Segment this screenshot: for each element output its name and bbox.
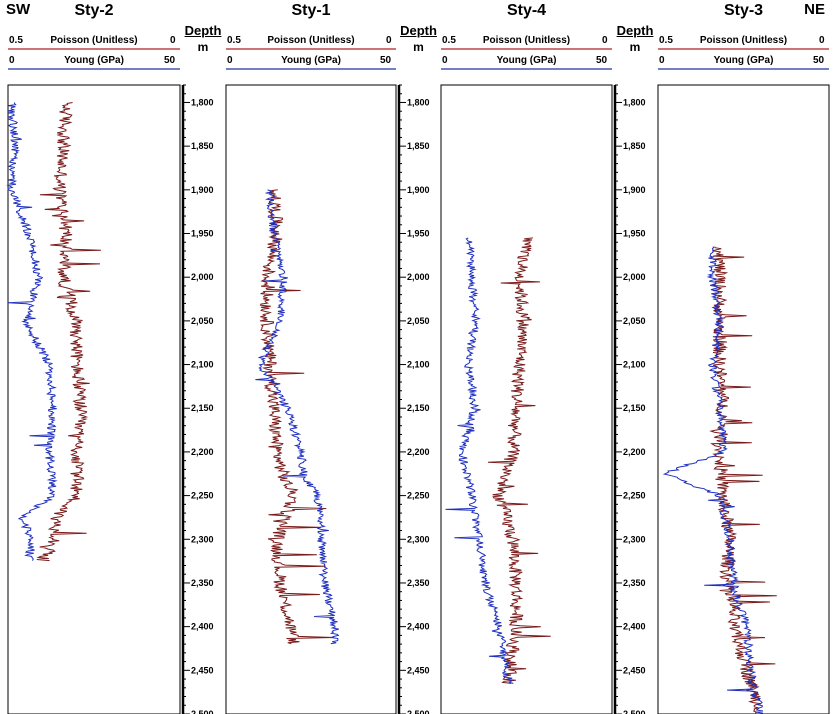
poisson-scale-title-sty-3: Poisson (Unitless) (699, 35, 788, 46)
poisson-scale-title-sty-2: Poisson (Unitless) (50, 35, 138, 46)
depth-tick-label: 1,850 (407, 141, 430, 151)
track-frame-1 (7, 84, 181, 714)
depth-tick-label: 2,500 (623, 709, 646, 714)
poisson-scale-right-sty-4: 0 (602, 35, 608, 46)
depth-tick-label: 2,250 (623, 491, 646, 501)
depth-tick-label: 1,800 (191, 97, 214, 107)
depth-tick-label: 2,400 (407, 622, 430, 632)
depth-tick-label: 1,900 (407, 185, 430, 195)
poisson-scale-title-sty-4: Poisson (Unitless) (482, 35, 571, 46)
depth-tick-label: 2,450 (623, 665, 646, 675)
depth-tick-label: 2,450 (407, 665, 430, 675)
young-scale-right-sty-1: 50 (380, 55, 392, 66)
depth-unit-2: m (413, 40, 424, 54)
depth-tick-label: 2,100 (623, 360, 646, 370)
depth-tick-label: 2,250 (407, 491, 430, 501)
well-title-sty-3: Sty-3 (723, 2, 764, 19)
poisson-curve-sty-1 (255, 189, 340, 645)
depth-title-3: Depth (616, 23, 654, 38)
depth-tick-label: 2,200 (623, 447, 646, 457)
young-scale-left-sty-3: 0 (659, 55, 665, 66)
poisson-curve-sty-4 (445, 237, 514, 684)
depth-tick-label: 2,250 (191, 491, 214, 501)
well-title-sty-2: Sty-2 (74, 2, 114, 19)
poisson-scale-left-sty-3: 0.5 (659, 35, 673, 46)
depth-tick-label: 1,800 (407, 97, 430, 107)
young-scale-right-sty-3: 50 (813, 55, 825, 66)
depth-tick-label: 1,900 (623, 185, 646, 195)
young-scale-left-sty-4: 0 (442, 55, 448, 66)
depth-tick-label: 2,400 (623, 622, 646, 632)
depth-tick-label: 2,500 (191, 709, 214, 714)
direction-label-ne: NE (804, 1, 825, 18)
depth-tick-label: 1,950 (407, 229, 430, 239)
depth-tick-label: 1,950 (623, 229, 646, 239)
poisson-scale-right-sty-3: 0 (819, 35, 825, 46)
depth-tick-label: 1,800 (623, 97, 646, 107)
depth-tick-label: 2,400 (191, 622, 214, 632)
poisson-curve-sty-3 (662, 246, 764, 714)
depth-tick-label: 2,000 (623, 272, 646, 282)
depth-tick-label: 1,900 (191, 185, 214, 195)
track-frame-4 (657, 84, 830, 714)
track-frame-2 (225, 84, 397, 714)
well-title-sty-1: Sty-1 (291, 2, 331, 19)
poisson-scale-right-sty-1: 0 (386, 35, 392, 46)
young-scale-left-sty-2: 0 (9, 55, 15, 66)
track-frame-3 (440, 84, 613, 714)
young-curve-sty-3 (709, 246, 777, 714)
young-curve-sty-2 (36, 102, 101, 562)
young-scale-title-sty-1: Young (GPa) (281, 55, 341, 66)
young-scale-title-sty-2: Young (GPa) (64, 55, 124, 66)
depth-tick-label: 2,350 (407, 578, 430, 588)
poisson-scale-title-sty-1: Poisson (Unitless) (267, 35, 355, 46)
depth-tick-label: 1,850 (191, 141, 214, 151)
young-curve-sty-4 (487, 237, 551, 684)
well-title-sty-4: Sty-4 (506, 2, 547, 19)
depth-tick-label: 2,300 (191, 534, 214, 544)
depth-tick-label: 1,850 (623, 141, 646, 151)
poisson-scale-left-sty-2: 0.5 (9, 35, 23, 46)
depth-tick-label: 2,200 (407, 447, 430, 457)
poisson-curve-sty-2 (6, 102, 58, 561)
depth-tick-label: 2,350 (623, 578, 646, 588)
depth-tick-label: 2,050 (623, 316, 646, 326)
depth-tick-label: 2,000 (407, 272, 430, 282)
depth-tick-label: 2,450 (191, 665, 214, 675)
poisson-scale-left-sty-1: 0.5 (227, 35, 241, 46)
direction-label-sw: SW (6, 1, 31, 18)
young-curve-sty-1 (259, 189, 335, 645)
young-scale-title-sty-3: Young (GPa) (713, 55, 774, 66)
depth-title-1: Depth (184, 23, 222, 38)
depth-tick-label: 2,150 (407, 403, 430, 413)
depth-tick-label: 2,200 (191, 447, 214, 457)
depth-unit-1: m (197, 40, 209, 54)
young-scale-right-sty-4: 50 (596, 55, 608, 66)
depth-title-2: Depth (400, 23, 437, 38)
depth-tick-label: 2,000 (191, 272, 214, 282)
depth-tick-label: 2,350 (191, 578, 214, 588)
depth-tick-label: 2,100 (191, 360, 214, 370)
depth-tick-label: 2,050 (407, 316, 430, 326)
depth-tick-label: 2,150 (623, 403, 646, 413)
poisson-scale-left-sty-4: 0.5 (442, 35, 456, 46)
poisson-scale-right-sty-2: 0 (170, 35, 176, 46)
depth-tick-label: 2,300 (407, 534, 430, 544)
depth-tick-label: 1,950 (191, 229, 214, 239)
depth-tick-label: 2,050 (191, 316, 214, 326)
depth-tick-label: 2,100 (407, 360, 430, 370)
depth-tick-label: 2,300 (623, 534, 646, 544)
depth-tick-label: 2,150 (191, 403, 214, 413)
young-scale-right-sty-2: 50 (164, 55, 176, 66)
depth-tick-label: 2,500 (407, 709, 430, 714)
depth-unit-3: m (629, 40, 641, 54)
young-scale-title-sty-4: Young (GPa) (496, 55, 557, 66)
young-scale-left-sty-1: 0 (227, 55, 233, 66)
